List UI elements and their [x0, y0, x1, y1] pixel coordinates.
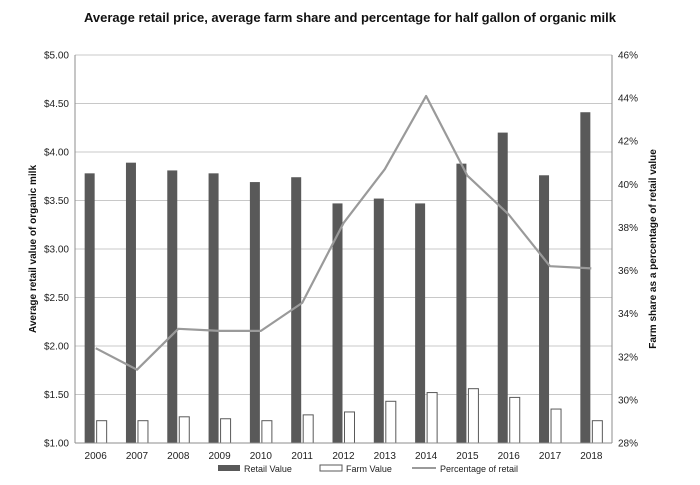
bar-farm-value [302, 414, 314, 444]
bar-farm-value [261, 420, 273, 444]
legend-label-percentage: Percentage of retail [440, 464, 518, 474]
y-tick-label: $5.00 [44, 51, 69, 62]
bar-farm-value [96, 420, 108, 444]
y-tick-label: $3.00 [44, 245, 69, 256]
gridlines [75, 54, 612, 444]
x-tick-label: 2014 [415, 451, 438, 462]
y-axis-title: Average retail value of organic milk [28, 165, 39, 333]
y2-tick-label: 34% [618, 309, 638, 320]
bar-retail-value [415, 203, 426, 443]
y-tick-label: $4.00 [44, 148, 69, 159]
chart-title: Average retail price, average farm share… [84, 10, 617, 25]
y-tick-label: $2.50 [44, 293, 69, 304]
bar-retail-value [373, 198, 384, 443]
bar-retail-value [539, 175, 550, 443]
x-tick-label: 2016 [498, 451, 521, 462]
bar-retail-value [208, 173, 219, 443]
y-tick-label: $2.00 [44, 342, 69, 353]
bars [84, 112, 603, 444]
percentage-line [95, 94, 592, 371]
legend-label-retail: Retail Value [244, 464, 292, 474]
right-axis-ticks: 28% 30% 32% 34% 36% 38% 40% 42% 44% 46% [618, 51, 638, 450]
bar-farm-value [178, 416, 190, 444]
bar-retail-value [249, 182, 260, 443]
bar-farm-value [509, 396, 521, 444]
bar-farm-value [426, 392, 438, 444]
y-tick-label: $4.50 [44, 99, 69, 110]
bar-farm-value [467, 388, 479, 444]
x-tick-label: 2006 [85, 451, 108, 462]
y2-tick-label: 28% [618, 439, 638, 450]
y-tick-label: $1.00 [44, 439, 69, 450]
legend-swatch-retail [218, 465, 240, 471]
y2-tick-label: 46% [618, 51, 638, 62]
x-tick-label: 2018 [580, 451, 603, 462]
y-tick-label: $3.50 [44, 196, 69, 207]
x-tick-label: 2008 [167, 451, 190, 462]
legend: Retail Value Farm Value Percentage of re… [218, 464, 518, 474]
legend-label-farm: Farm Value [346, 464, 392, 474]
bar-farm-value [137, 420, 149, 444]
y2-tick-label: 30% [618, 395, 638, 406]
bar-retail-value [456, 163, 467, 443]
bar-farm-value [385, 400, 397, 444]
y2-tick-label: 38% [618, 223, 638, 234]
axes [74, 55, 613, 444]
x-axis-ticks: 2006 2007 2008 2009 2010 2011 2012 2013 2014 2015… [85, 451, 603, 462]
bar-retail-value [291, 177, 302, 443]
legend-swatch-farm [319, 464, 343, 472]
bar-retail-value [332, 203, 343, 443]
bar-retail-value [125, 162, 136, 444]
y2-tick-label: 36% [618, 266, 638, 277]
x-tick-label: 2017 [539, 451, 562, 462]
y2-tick-label: 40% [618, 180, 638, 191]
y-tick-label: $1.50 [44, 390, 69, 401]
y2-tick-label: 44% [618, 94, 638, 105]
y2-axis-title: Farm share as a percentage of retail val… [648, 149, 659, 349]
left-axis-ticks: $1.00 $1.50 $2.00 $2.50 $3.00 $3.50 $4.00 $4.50… [44, 51, 69, 450]
bar-farm-value [344, 411, 355, 444]
x-tick-label: 2011 [291, 451, 313, 462]
x-tick-label: 2015 [456, 451, 479, 462]
bar-farm-value [550, 408, 562, 444]
bar-retail-value [84, 173, 95, 443]
x-tick-label: 2012 [332, 451, 355, 462]
bar-farm-value [591, 420, 603, 444]
bar-retail-value [580, 112, 591, 443]
bar-retail-value [167, 170, 178, 443]
bar-farm-value [220, 418, 232, 444]
x-tick-label: 2013 [374, 451, 397, 462]
y2-tick-label: 32% [618, 352, 638, 363]
x-tick-label: 2010 [250, 451, 273, 462]
bar-retail-value [497, 132, 508, 443]
y2-tick-label: 42% [618, 137, 638, 148]
x-tick-label: 2007 [126, 451, 149, 462]
percentage-line-group [95, 94, 592, 371]
x-tick-label: 2009 [208, 451, 231, 462]
